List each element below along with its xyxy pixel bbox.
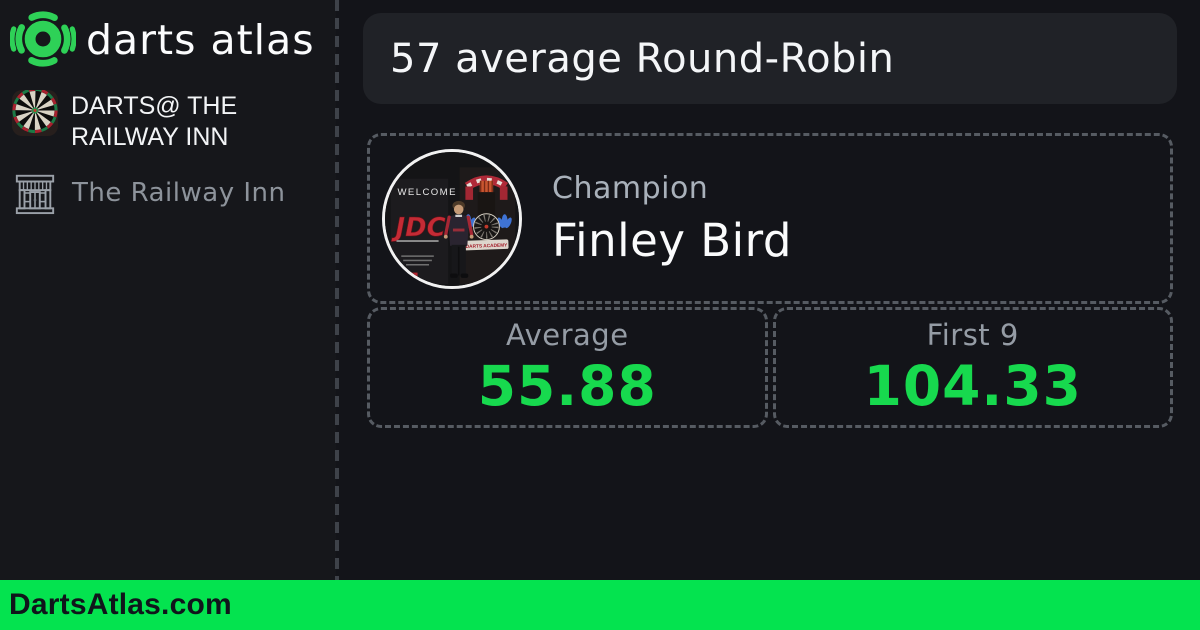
stat-value-average: 55.88 (477, 353, 657, 418)
stat-card-average: Average 55.88 (367, 307, 768, 428)
vertical-dashed-divider (335, 0, 339, 580)
stat-label-average: Average (505, 317, 629, 352)
stat-label-first9: First 9 (926, 317, 1019, 352)
champion-avatar: WELCOME JDC DARTS AC (382, 148, 522, 289)
tournament-header: 57 average Round-Robin (363, 13, 1177, 104)
brand-wordmark: darts atlas (86, 16, 315, 64)
champion-name: Finley Bird (552, 213, 792, 267)
champion-label: Champion (552, 170, 709, 206)
champion-card: WELCOME JDC DARTS AC (367, 133, 1173, 304)
darts-atlas-logo-icon (9, 6, 77, 72)
stat-value-first9: 104.33 (863, 353, 1082, 418)
svg-text:WELCOME: WELCOME (397, 187, 456, 198)
venue-row[interactable]: The Railway Inn (13, 170, 285, 216)
svg-text:JDC: JDC (391, 213, 446, 243)
footer-site-link[interactable]: DartsAtlas.com (9, 588, 232, 621)
pub-building-icon (13, 170, 57, 216)
svg-text:DARTS ACADEMY: DARTS ACADEMY (466, 242, 509, 249)
dartboard-icon (12, 90, 58, 136)
stat-card-first9: First 9 104.33 (772, 307, 1173, 428)
stats-row: Average 55.88 First 9 104.33 (367, 307, 1173, 428)
tournament-title: 57 average Round-Robin (390, 35, 895, 82)
organization-row[interactable]: DARTS@ THE RAILWAY INN (12, 90, 315, 153)
left-panel: darts atlas DARTS@ THE RAILWAY INN (0, 0, 336, 580)
venue-name: The Railway Inn (72, 178, 286, 208)
footer-bar: DartsAtlas.com (0, 580, 1200, 630)
brand-logo-row: darts atlas (9, 6, 315, 72)
organization-name: DARTS@ THE RAILWAY INN (71, 92, 238, 151)
